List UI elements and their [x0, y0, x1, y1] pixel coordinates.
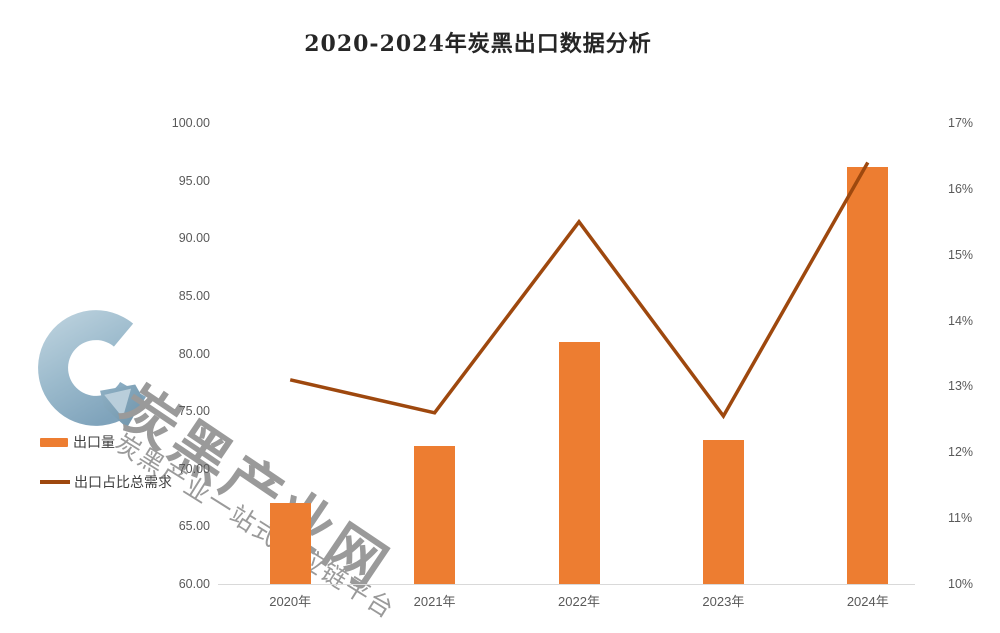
- left-axis-tick: 70.00: [178, 461, 210, 476]
- bar-2024年: [847, 166, 889, 584]
- left-axis-tick: 80.00: [178, 346, 210, 361]
- left-axis-tick: 75.00: [178, 404, 210, 419]
- bar-2020年: [269, 503, 311, 584]
- right-axis-tick: 15%: [948, 247, 974, 262]
- right-axis-tick: 10%: [948, 577, 974, 591]
- left-axis-tick: 60.00: [178, 577, 210, 591]
- x-axis-label-2024年: 2024年: [846, 594, 889, 609]
- legend-line-label: 出口占比总需求: [74, 474, 172, 490]
- left-axis-tick: 65.00: [178, 519, 210, 534]
- right-axis-tick: 12%: [948, 445, 974, 460]
- bar-2023年: [702, 439, 744, 584]
- bar-2022年: [558, 341, 600, 584]
- x-axis-label-2021年: 2021年: [413, 594, 456, 609]
- left-axis-tick: 85.00: [178, 288, 210, 303]
- x-axis-line: [218, 584, 915, 585]
- legend-item-line: 出口占比总需求: [40, 473, 172, 491]
- x-axis-label-2022年: 2022年: [558, 594, 600, 609]
- watermark-logo-c-arrow-icon: [38, 310, 147, 428]
- left-axis-tick: 90.00: [178, 231, 210, 246]
- right-axis-tick: 11%: [948, 511, 973, 526]
- right-axis-tick: 14%: [948, 313, 974, 328]
- x-axis-label-2020年: 2020年: [269, 594, 312, 609]
- right-axis-tick: 17%: [948, 116, 974, 130]
- chart-title: 2020-2024年炭黑出口数据分析: [304, 31, 652, 57]
- legend-line-swatch-icon: [40, 480, 70, 484]
- bar-2021年: [414, 445, 456, 584]
- left-axis-tick: 100.00: [171, 116, 210, 130]
- legend-bar-label: 出口量: [73, 434, 115, 450]
- legend: 出口量 出口占比总需求: [40, 433, 172, 513]
- x-axis-label-2023年: 2023年: [702, 594, 745, 609]
- right-axis-tick: 16%: [948, 181, 974, 196]
- right-axis-tick: 13%: [948, 379, 974, 394]
- legend-item-bar: 出口量: [40, 433, 172, 451]
- left-axis-tick: 95.00: [178, 173, 210, 188]
- legend-bar-swatch-icon: [40, 437, 68, 447]
